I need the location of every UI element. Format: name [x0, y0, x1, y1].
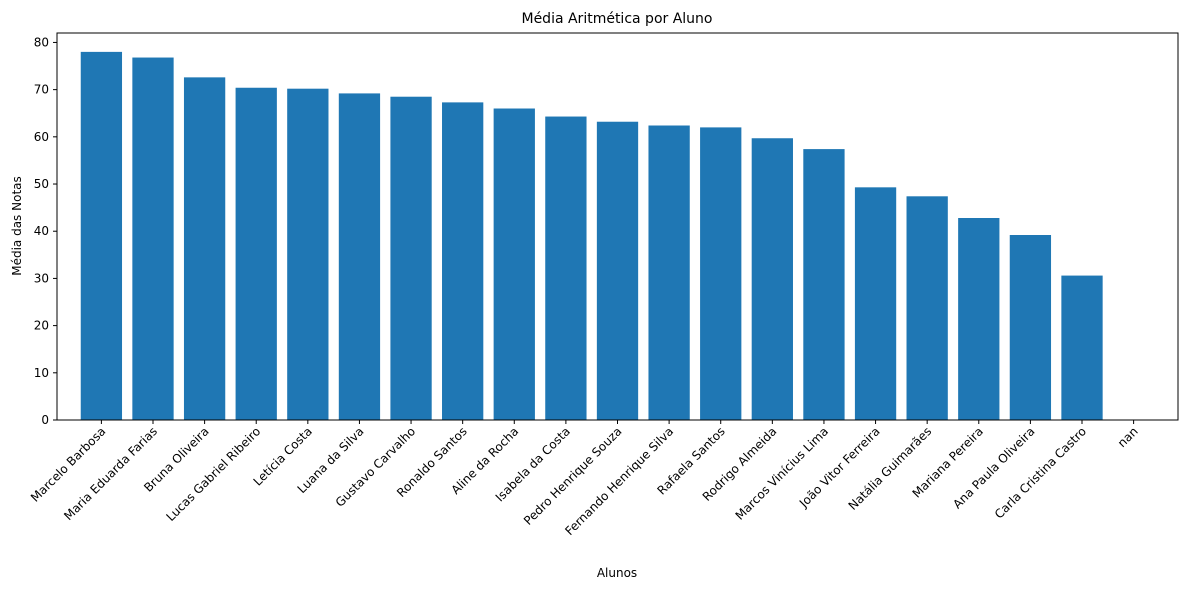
bar: [958, 218, 1000, 420]
y-tick-label: 30: [34, 271, 49, 285]
y-tick-label: 0: [41, 413, 49, 427]
x-tick-label: Marcos Vinícius Lima: [733, 424, 831, 522]
y-axis-label: Média das Notas: [10, 176, 24, 276]
bar: [390, 96, 432, 421]
bar: [183, 77, 226, 421]
y-tick-label: 60: [34, 130, 49, 144]
chart-title: Média Aritmética por Aluno: [521, 11, 712, 27]
bar: [338, 93, 381, 420]
bar: [596, 121, 639, 420]
bar: [854, 187, 897, 420]
bar: [751, 138, 793, 420]
x-tick-label: Lucas Gabriel Ribeiro: [164, 424, 264, 524]
y-tick-label: 50: [34, 177, 49, 191]
y-tick-label: 20: [34, 319, 49, 333]
y-tick-label: 80: [34, 35, 49, 49]
bar: [545, 116, 587, 420]
x-tick-label: nan: [1115, 424, 1141, 450]
x-tick-label: Maria Eduarda Farias: [61, 424, 160, 523]
bar: [287, 88, 329, 420]
x-tick-label: Carla Cristina Castro: [992, 424, 1089, 521]
x-axis-label: Alunos: [597, 566, 637, 580]
y-tick-label: 40: [34, 224, 49, 238]
bar: [906, 196, 948, 420]
y-tick-label: 10: [34, 366, 49, 380]
bar: [700, 127, 742, 420]
bar: [1009, 235, 1052, 420]
bar: [132, 57, 174, 420]
bar: [493, 108, 535, 420]
bar: [1061, 275, 1103, 420]
bar: [648, 125, 690, 420]
bar: [235, 87, 277, 420]
bar: [442, 102, 484, 420]
x-tick-label: Pedro Henrique Souza: [521, 424, 625, 528]
bar: [803, 149, 845, 420]
y-tick-label: 70: [34, 83, 49, 97]
x-tick-label: Fernando Henrique Silva: [562, 424, 676, 538]
bar: [80, 51, 123, 420]
